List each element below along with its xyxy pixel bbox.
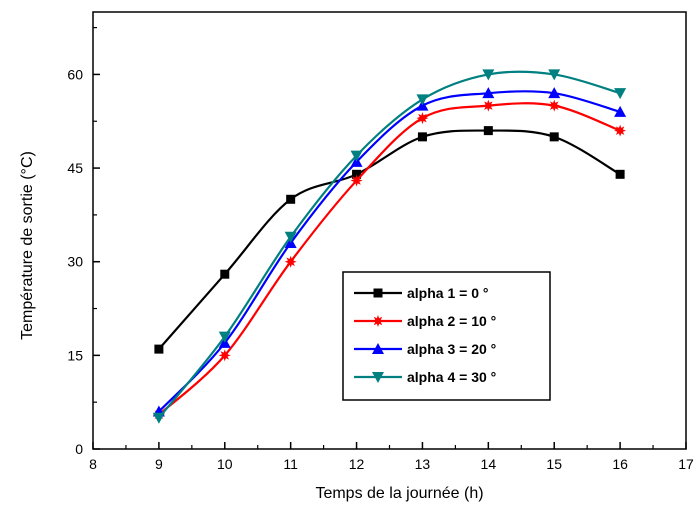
data-point [350, 150, 363, 162]
legend-marker [373, 288, 383, 298]
data-point [284, 231, 297, 243]
data-point [154, 344, 164, 354]
data-point [350, 174, 363, 187]
x-tick-label: 11 [283, 456, 298, 472]
data-point [482, 87, 495, 99]
y-axis: 0 15 30 45 60 [67, 27, 100, 457]
legend-label: alpha 2 = 10 ° [407, 313, 496, 329]
data-point [548, 87, 561, 99]
data-point [548, 99, 561, 112]
data-point [416, 112, 429, 125]
data-point [416, 94, 429, 106]
series-layer [152, 69, 627, 424]
legend-label: alpha 4 = 30 ° [407, 369, 496, 385]
x-tick-label: 10 [217, 456, 233, 472]
x-tick-label: 13 [415, 456, 431, 472]
data-point [614, 124, 627, 137]
legend-label: alpha 1 = 0 ° [407, 285, 488, 301]
x-axis-title: Temps de la journée (h) [315, 485, 483, 502]
y-tick-label: 0 [75, 441, 83, 457]
legend-marker [372, 315, 384, 327]
data-point [220, 269, 230, 279]
data-point [218, 331, 231, 343]
data-point [152, 412, 165, 424]
series-line [158, 102, 621, 416]
x-axis: 8 9 10 11 12 13 14 15 16 17 [89, 442, 694, 472]
legend-label: alpha 3 = 20 ° [407, 341, 496, 357]
x-tick-label: 17 [678, 456, 694, 472]
data-point [614, 105, 627, 117]
data-point [284, 255, 297, 268]
y-tick-label: 45 [67, 160, 83, 176]
y-axis-title: Température de sortie (°C) [19, 151, 36, 340]
data-point [483, 126, 493, 136]
data-point [548, 69, 561, 81]
data-point [482, 69, 495, 81]
data-point [417, 132, 427, 142]
series-line [158, 90, 621, 413]
data-point [352, 169, 362, 179]
x-tick-label: 16 [612, 456, 628, 472]
x-tick-label: 9 [155, 456, 163, 472]
data-point [615, 169, 625, 179]
y-tick-label: 60 [67, 66, 83, 82]
data-point [286, 194, 296, 204]
x-tick-label: 8 [89, 456, 97, 472]
legend: alpha 1 = 0 ° alpha 2 = 10 ° alpha 3 = 20 … [342, 271, 551, 401]
x-tick-label: 15 [546, 456, 562, 472]
data-point [614, 88, 627, 100]
data-point [218, 349, 231, 362]
x-tick-label: 14 [481, 456, 497, 472]
data-point [549, 132, 559, 142]
y-tick-label: 15 [67, 347, 83, 363]
legend-marker [372, 372, 384, 383]
data-point [482, 99, 495, 112]
legend-marker [372, 343, 384, 354]
x-tick-label: 12 [349, 456, 365, 472]
y-tick-label: 30 [67, 254, 83, 270]
